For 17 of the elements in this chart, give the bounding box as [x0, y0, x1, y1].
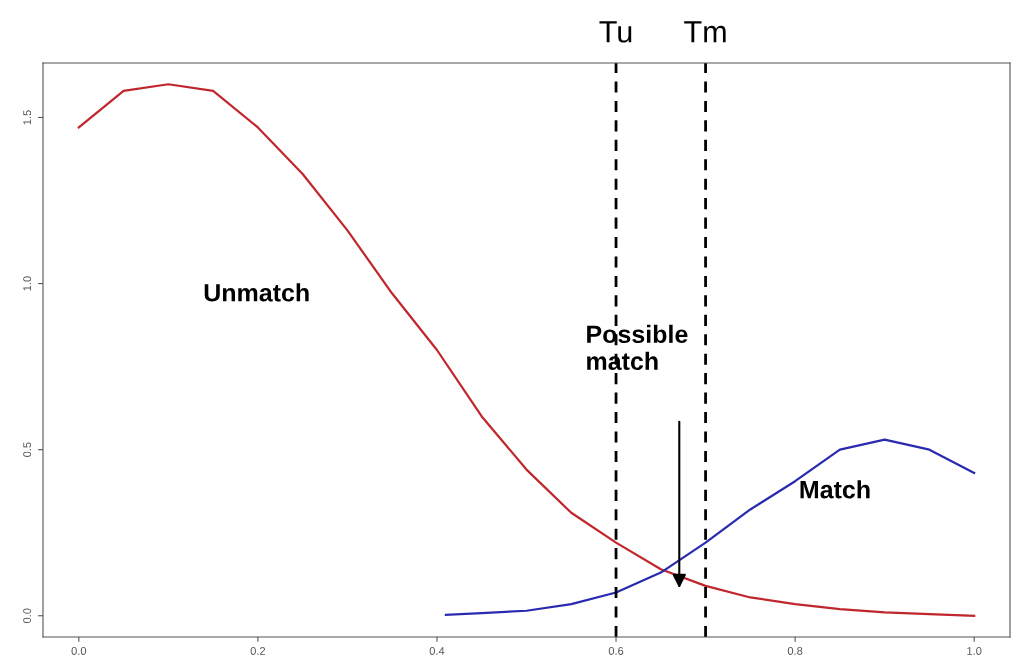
annotation: Unmatch — [204, 283, 309, 302]
annotation: Possible match — [587, 324, 688, 371]
y-tick-label: 0.0 — [23, 608, 32, 624]
x-tick-label: 0.2 — [250, 647, 266, 655]
ref-line-label: Tu — [599, 21, 632, 43]
x-tick-label: 1.0 — [967, 647, 982, 655]
line-series — [77, 83, 976, 617]
ref-line-label: Tm — [684, 21, 726, 43]
x-tick-label: 0.8 — [787, 647, 803, 655]
annotation: Match — [800, 480, 870, 499]
y-tick-label: 0.5 — [23, 442, 32, 457]
y-tick-label: 1.5 — [23, 110, 32, 125]
y-tick-label: 1.0 — [23, 276, 32, 291]
x-tick-label: 0.6 — [608, 647, 624, 655]
x-tick-label: 0.4 — [429, 647, 445, 655]
x-tick-label: 0.0 — [71, 647, 87, 655]
line-series — [444, 438, 976, 616]
